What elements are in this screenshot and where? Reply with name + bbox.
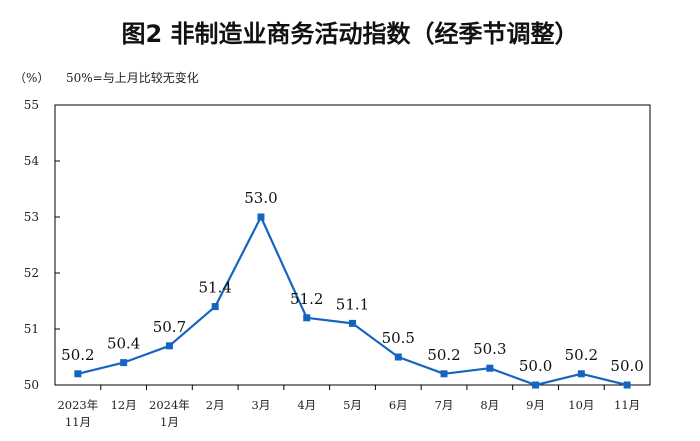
data-point [623,381,631,389]
data-label: 50.2 [427,346,460,364]
series-line-group [74,213,631,389]
data-point [486,364,494,372]
data-labels: 50.2 50.4 50.7 51.4 53.0 51.2 51.1 50.5 50.2 50.3… [61,189,644,375]
data-point [303,314,311,322]
data-point [394,353,402,361]
data-point [211,303,219,311]
x-tick-label: 11月 [65,415,91,429]
x-tick-label: 3月 [252,398,271,412]
data-point [577,370,585,378]
data-point [257,213,265,221]
y-tick-label: 52 [24,266,39,280]
x-tick-label: 5月 [343,398,362,412]
data-label: 51.1 [336,295,369,313]
data-label: 50.5 [382,329,415,347]
y-tick-label: 50 [24,378,39,392]
data-point [120,359,128,367]
y-axis: 50 51 52 53 54 55 [24,98,60,392]
y-tick-label: 55 [24,98,39,112]
data-label: 50.4 [107,335,140,353]
x-tick-label: 8月 [480,398,499,412]
data-point [440,370,448,378]
data-point [532,381,540,389]
x-tick-label: 2023年 [57,398,98,412]
data-label: 50.0 [610,357,643,375]
data-point [349,319,356,327]
x-tick-label: 1月 [160,415,179,429]
data-point [74,370,82,378]
plot-border [54,104,651,386]
y-tick-label: 53 [24,210,39,224]
x-tick-label: 10月 [568,398,594,412]
data-label: 51.4 [198,279,231,297]
plot-frame [54,104,651,386]
y-unit-label: （%） [14,71,49,85]
data-label: 50.3 [473,340,506,358]
x-tick-label: 2024年 [149,398,190,412]
data-label: 50.2 [565,346,598,364]
y-tick-label: 51 [24,322,39,336]
x-axis: 2023年 11月 12月 2024年 1月 2月 3月 4月 5月 6月 7月 8月 9月 10月 11月 [57,385,640,429]
x-tick-label: 12月 [111,398,137,412]
data-label: 53.0 [244,189,277,207]
y-tick-label: 54 [24,154,40,168]
chart-note: 50%=与上月比较无变化 [66,70,199,85]
data-label: 51.2 [290,290,323,308]
data-point [165,342,173,350]
chart-title: 图2 非制造业商务活动指数（经季节调整） [121,20,578,48]
data-label: 50.0 [519,357,552,375]
x-tick-label: 4月 [297,398,316,412]
x-tick-label: 2月 [206,398,225,412]
x-tick-label: 11月 [614,398,640,412]
x-tick-label: 9月 [526,398,545,412]
data-label: 50.7 [153,318,186,336]
x-tick-label: 7月 [435,398,454,412]
data-label: 50.2 [61,346,94,364]
x-tick-label: 6月 [389,398,408,412]
